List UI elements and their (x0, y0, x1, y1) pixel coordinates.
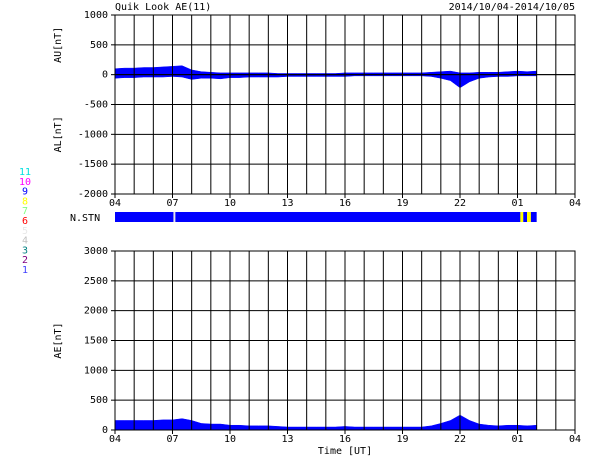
y-tick-label: -1500 (78, 159, 108, 170)
y-tick-label: 500 (90, 395, 108, 406)
x-tick-label: 16 (339, 198, 351, 209)
y-axis-label: AE[nT] (53, 322, 64, 358)
station-bar-label: N.STN (70, 213, 100, 224)
x-tick-label: 22 (454, 198, 466, 209)
period: 2014/10/04-2014/10/05 (449, 2, 575, 13)
x-tick-label: 07 (166, 434, 178, 445)
y-axis-label: AL[nT] (53, 116, 64, 152)
station-legend-label: 4 (22, 236, 28, 247)
station-segment (523, 212, 528, 222)
y-tick-label: 2500 (84, 276, 108, 287)
station-legend-label: 8 (22, 196, 28, 207)
station-segment (530, 212, 537, 222)
title: Quik Look AE(11) (115, 2, 211, 13)
x-tick-label: 13 (281, 198, 293, 209)
x-tick-label: 01 (511, 198, 523, 209)
station-legend-label: 10 (19, 177, 31, 188)
area (114, 65, 537, 75)
station-segment (115, 212, 174, 222)
x-tick-label: 16 (339, 434, 351, 445)
station-legend-label: 11 (19, 167, 31, 178)
x-tick-label: 07 (166, 198, 178, 209)
y-tick-label: 1500 (84, 336, 108, 347)
station-segment (527, 212, 531, 222)
y-tick-label: 1000 (84, 10, 108, 21)
area (114, 414, 537, 431)
x-tick-label: 10 (224, 434, 236, 445)
y-axis-label: AU[nT] (53, 27, 64, 63)
y-tick-label: -1000 (78, 129, 108, 140)
station-legend-label: 2 (22, 255, 28, 266)
y-tick-label: 3000 (84, 246, 108, 257)
plot-frame (114, 14, 576, 195)
station-legend-label: 7 (22, 206, 28, 217)
station-legend-label: 3 (22, 245, 28, 256)
y-tick-label: -500 (84, 100, 108, 111)
x-tick-label: 01 (511, 434, 523, 445)
x-axis-label: Time [UT] (318, 446, 372, 457)
station-segment (173, 212, 176, 222)
station-legend-label: 5 (22, 226, 28, 237)
x-tick-label: 10 (224, 198, 236, 209)
y-tick-label: 1000 (84, 365, 108, 376)
station-legend-label: 6 (22, 216, 28, 227)
y-tick-label: 500 (90, 40, 108, 51)
x-tick-label: 22 (454, 434, 466, 445)
x-tick-label: 04 (109, 434, 121, 445)
x-tick-label: 04 (569, 434, 581, 445)
y-tick-label: -2000 (78, 189, 108, 200)
x-tick-label: 04 (109, 198, 121, 209)
y-tick-label: 2000 (84, 306, 108, 317)
station-segment (520, 212, 524, 222)
y-tick-label: 0 (102, 70, 108, 81)
station-legend-label: 9 (22, 187, 28, 198)
x-tick-label: 19 (396, 198, 408, 209)
x-tick-label: 13 (281, 434, 293, 445)
area (114, 74, 537, 89)
station-segment (175, 212, 521, 222)
y-tick-label: 0 (102, 425, 108, 436)
station-legend-label: 1 (22, 265, 28, 276)
plot-frame (114, 250, 576, 431)
x-tick-label: 04 (569, 198, 581, 209)
x-tick-label: 19 (396, 434, 408, 445)
